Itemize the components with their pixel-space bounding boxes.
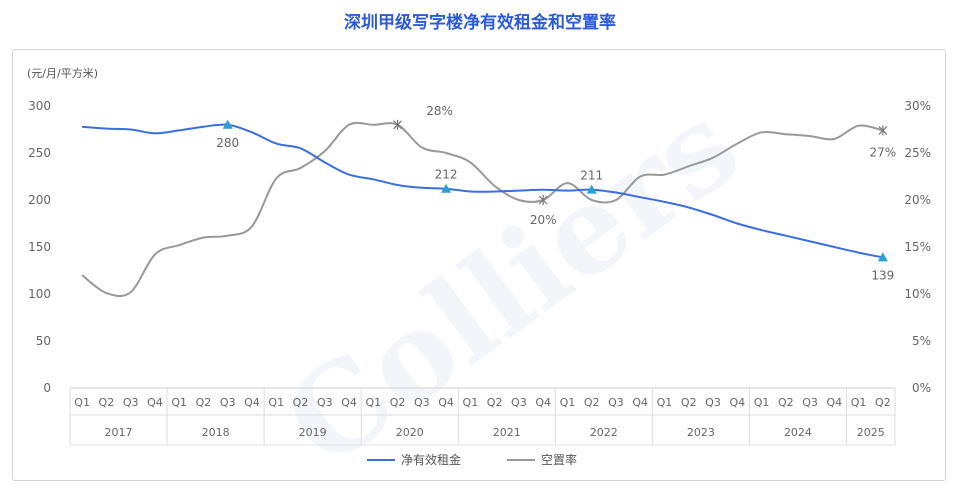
vacancy-marker (878, 125, 888, 136)
year-tick-label: 2022 (590, 426, 618, 439)
year-tick-label: 2017 (105, 426, 133, 439)
year-tick-label: 2019 (299, 426, 327, 439)
quarter-tick-label: Q4 (827, 396, 843, 409)
quarter-tick-label: Q2 (584, 396, 600, 409)
left-axis-tick-label: 250 (28, 146, 51, 160)
year-tick-label: 2025 (857, 426, 885, 439)
quarter-tick-label: Q2 (99, 396, 115, 409)
quarter-tick-label: Q4 (729, 396, 745, 409)
rent-line (82, 123, 884, 259)
quarter-tick-label: Q2 (390, 396, 406, 409)
right-axis-tick-label: 0% (912, 381, 931, 395)
quarter-tick-label: Q3 (511, 396, 527, 409)
legend-rent-label: 净有效租金 (401, 452, 461, 467)
page-title: 深圳甲级写字楼净有效租金和空置率 (344, 13, 616, 33)
quarter-tick-label: Q2 (875, 396, 891, 409)
quarter-tick-label: Q4 (147, 396, 163, 409)
left-axis-unit: (元/月/平方米) (27, 66, 98, 80)
quarter-tick-label: Q4 (438, 396, 454, 409)
vacancy-data-label: 27% (870, 145, 897, 159)
vacancy-line (81, 121, 884, 298)
quarter-tick-label: Q4 (535, 396, 551, 409)
year-tick-label: 2023 (687, 426, 715, 439)
legend: 净有效租金 空置率 (367, 452, 577, 467)
quarter-tick-label: Q2 (293, 396, 309, 409)
quarter-tick-label: Q1 (463, 396, 479, 409)
rent-data-label: 212 (435, 168, 458, 182)
quarter-tick-label: Q3 (220, 396, 236, 409)
quarter-tick-label: Q2 (487, 396, 503, 409)
rent-marker (877, 252, 888, 262)
rent-data-label: 280 (216, 136, 239, 150)
left-axis-tick-label: 50 (36, 334, 51, 348)
quarter-tick-label: Q1 (754, 396, 770, 409)
right-axis-tick-label: 10% (904, 287, 931, 301)
colliers-watermark: Colliers (260, 75, 763, 480)
rent-data-label: 211 (580, 169, 603, 183)
rent-data-label: 139 (871, 268, 894, 282)
vacancy-marker (393, 119, 402, 130)
quarter-tick-label: Q1 (74, 396, 90, 409)
quarter-tick-label: Q3 (802, 396, 818, 409)
rent-marker (441, 183, 452, 193)
series-layer (81, 119, 888, 298)
quarter-tick-label: Q4 (632, 396, 648, 409)
chart: Colliers (元/月/平方米) 0 50 100 150 200 250 300 0% 5… (27, 66, 931, 480)
quarter-tick-label: Q3 (317, 396, 333, 409)
year-tick-label: 2024 (784, 426, 812, 439)
quarter-tick-label: Q2 (681, 396, 697, 409)
year-tick-label: 2018 (202, 426, 230, 439)
quarter-tick-label: Q1 (268, 396, 284, 409)
quarter-tick-label: Q2 (778, 396, 794, 409)
axis-labels: 0 50 100 150 200 250 300 0% 5% 10% 15% 20% 25% 30% Q1 Q… (28, 99, 931, 439)
left-axis-tick-label: 100 (28, 287, 51, 301)
quarter-tick-label: Q1 (365, 396, 381, 409)
quarter-tick-label: Q3 (705, 396, 721, 409)
vacancy-data-label: 20% (530, 213, 557, 227)
legend-vacancy-label: 空置率 (541, 452, 577, 467)
right-axis-tick-label: 15% (904, 240, 931, 254)
vacancy-data-label: 28% (426, 104, 453, 118)
vacancy-marker (538, 195, 548, 205)
quarter-tick-label: Q3 (414, 396, 430, 409)
quarter-tick-label: Q3 (123, 396, 139, 409)
quarter-tick-label: Q4 (341, 396, 357, 409)
left-axis-tick-label: 200 (28, 193, 51, 207)
quarter-tick-label: Q1 (560, 396, 576, 409)
quarter-tick-label: Q1 (171, 396, 187, 409)
right-axis-tick-label: 25% (904, 146, 931, 160)
year-tick-label: 2020 (396, 426, 424, 439)
rent-marker (222, 119, 233, 129)
left-axis-tick-label: 0 (43, 381, 51, 395)
quarter-tick-label: Q3 (608, 396, 624, 409)
chart-card: Colliers (元/月/平方米) 0 50 100 150 200 250 300 0% 5… (12, 49, 946, 481)
quarter-tick-label: Q1 (851, 396, 867, 409)
year-tick-label: 2021 (493, 426, 521, 439)
rent-marker (586, 184, 597, 194)
quarter-tick-label: Q1 (657, 396, 673, 409)
left-axis-tick-label: 300 (28, 99, 51, 113)
right-axis-tick-label: 20% (904, 193, 931, 207)
quarter-tick-label: Q4 (244, 396, 260, 409)
quarter-tick-label: Q2 (196, 396, 212, 409)
right-axis-tick-label: 30% (904, 99, 931, 113)
right-axis-tick-label: 5% (912, 334, 931, 348)
axis-frame (69, 387, 896, 446)
data-labels: 28% 20% 27% 280 212 211 139 (216, 104, 896, 283)
left-axis-tick-label: 150 (28, 240, 51, 254)
